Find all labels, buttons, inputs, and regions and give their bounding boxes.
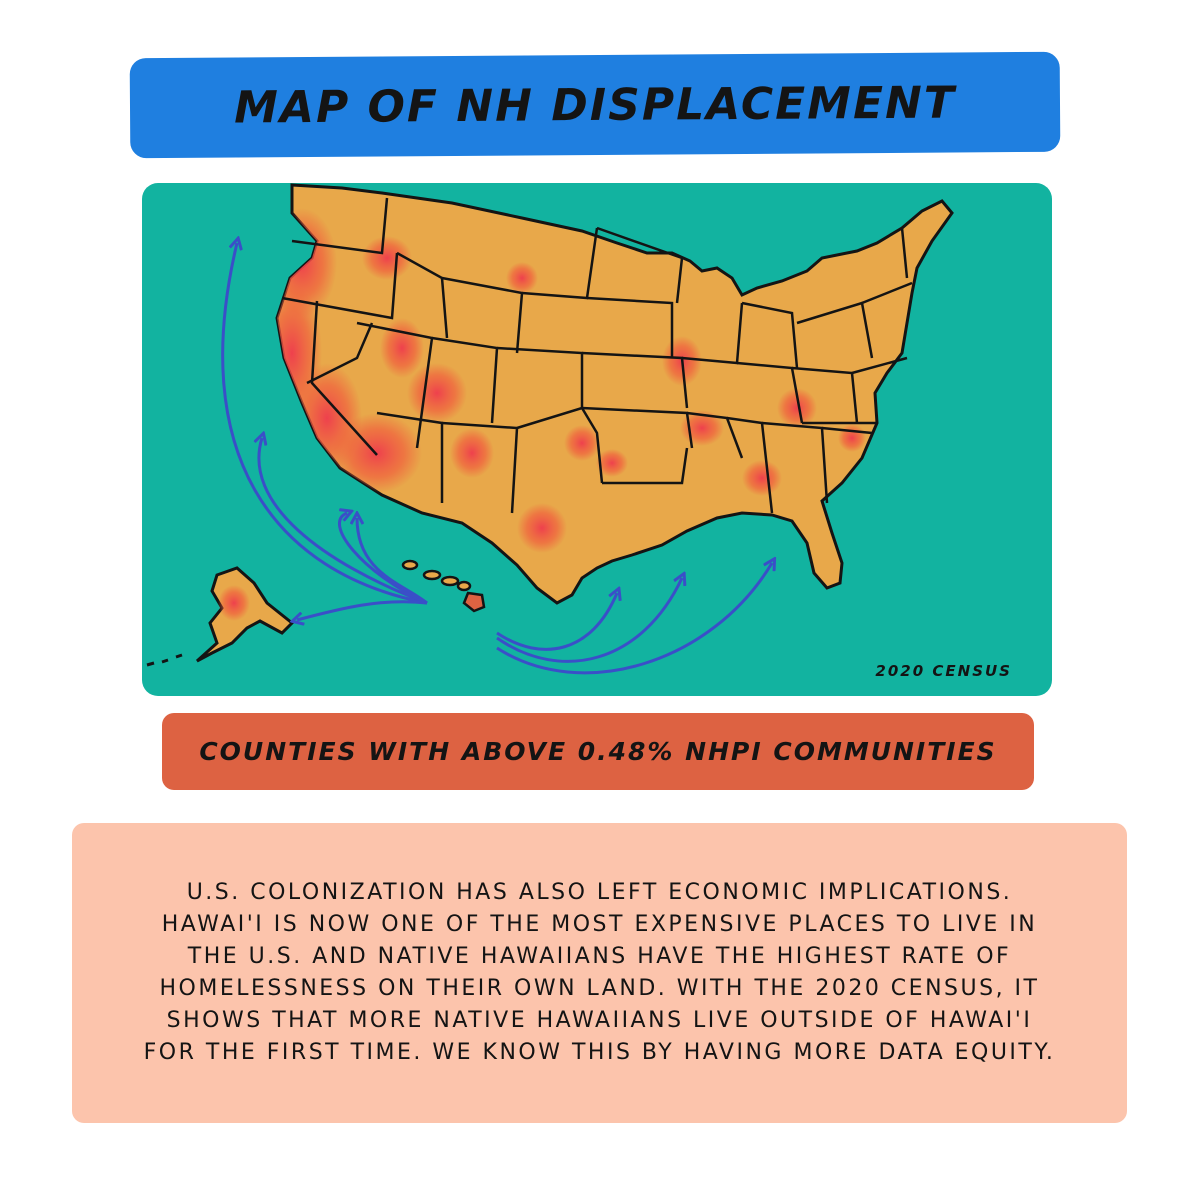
alaska xyxy=(146,566,295,667)
density-overlay xyxy=(277,208,866,553)
legend-bar: COUNTIES WITH ABOVE 0.48% NHPI COMMUNITI… xyxy=(162,713,1034,790)
state-borders xyxy=(281,197,913,514)
title-banner: MAP OF NH DISPLACEMENT xyxy=(129,51,1061,159)
description-box: U.S. COLONIZATION HAS ALSO LEFT ECONOMIC… xyxy=(72,823,1127,1123)
description-text: U.S. COLONIZATION HAS ALSO LEFT ECONOMIC… xyxy=(143,880,1056,1065)
page-title: MAP OF NH DISPLACEMENT xyxy=(233,76,957,134)
census-source-label: 2020 CENSUS xyxy=(875,662,1012,680)
legend-label: COUNTIES WITH ABOVE 0.48% NHPI COMMUNITI… xyxy=(199,737,997,766)
migration-arrows xyxy=(221,243,772,675)
hawaii xyxy=(401,559,486,613)
map-panel: 2020 CENSUS xyxy=(142,183,1052,696)
us-map xyxy=(146,183,954,675)
